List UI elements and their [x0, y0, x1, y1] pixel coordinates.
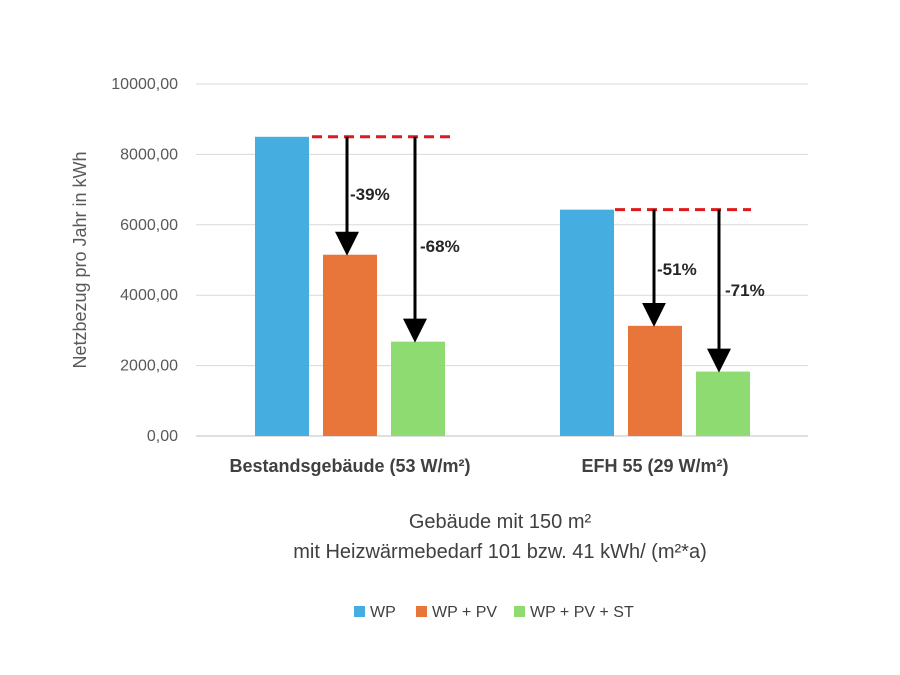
legend-label: WP + PV [432, 604, 497, 621]
reduction-label: -51% [657, 260, 697, 279]
y-tick-label: 2000,00 [120, 358, 178, 375]
x-axis-title-line-2: mit Heizwärmebedarf 101 bzw. 41 kWh/ (m²… [293, 541, 706, 563]
x-category-label: EFH 55 (29 W/m²) [581, 456, 728, 476]
y-tick-label: 4000,00 [120, 287, 178, 304]
reduction-label: -68% [420, 237, 460, 256]
y-tick-label: 10000,00 [111, 76, 178, 93]
legend-label: WP [370, 604, 396, 621]
x-axis-title-line-1: Gebäude mit 150 m² [409, 511, 592, 533]
axis-group: 0,00 2000,00 4000,00 6000,00 8000,00 10000,00 [111, 76, 808, 445]
bar-wp-plus-pv-plus-st-0 [391, 341, 445, 436]
reduction-label: -39% [350, 185, 390, 204]
bar-wp-plus-pv-1 [628, 325, 682, 436]
labels-group: Netzbezug pro Jahr in kWh Bestandsgebäude… [70, 151, 729, 563]
bar-wp-plus-pv-plus-st-1 [696, 371, 750, 436]
y-axis-label: Netzbezug pro Jahr in kWh [70, 151, 90, 368]
legend-swatch [416, 606, 427, 617]
reduction-label: -71% [725, 281, 765, 300]
legend-swatch [514, 606, 525, 617]
legend-swatch [354, 606, 365, 617]
legend-label: WP + PV + ST [530, 604, 634, 621]
y-tick-label: 0,00 [147, 428, 178, 445]
bar-wp-plus-pv-0 [323, 254, 377, 436]
bar-wp-0 [255, 136, 309, 437]
y-tick-label: 6000,00 [120, 217, 178, 234]
bars-group [255, 136, 750, 437]
x-category-label: Bestandsgebäude (53 W/m²) [229, 456, 470, 476]
reference-lines [312, 135, 751, 212]
legend: WP WP + PV WP + PV + ST [354, 604, 634, 621]
y-tick-label: 8000,00 [120, 146, 178, 163]
bar-wp-1 [560, 209, 614, 436]
annotations: -39% -68% -51% -71% [335, 136, 765, 373]
